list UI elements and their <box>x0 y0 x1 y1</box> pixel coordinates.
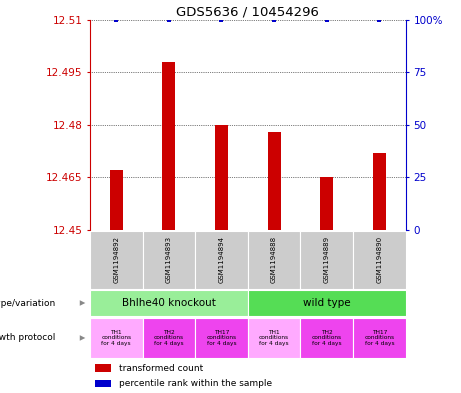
Bar <box>110 170 123 230</box>
Bar <box>248 318 301 358</box>
Text: GSM1194892: GSM1194892 <box>113 236 119 283</box>
Text: TH2
conditions
for 4 days: TH2 conditions for 4 days <box>312 330 342 346</box>
Text: Bhlhe40 knockout: Bhlhe40 knockout <box>122 298 216 308</box>
Text: GSM1194888: GSM1194888 <box>271 236 277 283</box>
Text: TH17
conditions
for 4 days: TH17 conditions for 4 days <box>364 330 395 346</box>
Text: GSM1194889: GSM1194889 <box>324 236 330 283</box>
Bar <box>162 62 176 230</box>
Bar <box>301 318 353 358</box>
Point <box>323 17 331 23</box>
Text: GSM1194890: GSM1194890 <box>376 236 382 283</box>
Bar <box>353 318 406 358</box>
Bar <box>248 231 301 289</box>
Bar <box>95 380 112 387</box>
Bar <box>95 364 112 372</box>
Text: TH17
conditions
for 4 days: TH17 conditions for 4 days <box>207 330 236 346</box>
Text: transformed count: transformed count <box>119 364 204 373</box>
Text: genotype/variation: genotype/variation <box>0 299 56 307</box>
Bar <box>90 290 248 316</box>
Point <box>112 17 120 23</box>
Text: TH1
conditions
for 4 days: TH1 conditions for 4 days <box>101 330 131 346</box>
Text: percentile rank within the sample: percentile rank within the sample <box>119 379 272 388</box>
Bar <box>373 153 386 230</box>
Text: wild type: wild type <box>303 298 350 308</box>
Bar <box>142 231 195 289</box>
Bar <box>301 231 353 289</box>
Point <box>271 17 278 23</box>
Text: TH2
conditions
for 4 days: TH2 conditions for 4 days <box>154 330 184 346</box>
Bar <box>267 132 281 230</box>
Bar <box>142 318 195 358</box>
Bar <box>320 177 333 230</box>
Title: GDS5636 / 10454296: GDS5636 / 10454296 <box>177 6 319 18</box>
Point <box>376 17 383 23</box>
Text: GSM1194894: GSM1194894 <box>219 236 225 283</box>
Bar <box>353 231 406 289</box>
Text: GSM1194893: GSM1194893 <box>166 236 172 283</box>
Point <box>218 17 225 23</box>
Point <box>165 17 172 23</box>
Bar <box>195 231 248 289</box>
Bar <box>195 318 248 358</box>
Text: TH1
conditions
for 4 days: TH1 conditions for 4 days <box>259 330 289 346</box>
Bar <box>90 231 142 289</box>
Bar <box>90 318 142 358</box>
Bar <box>248 290 406 316</box>
Text: growth protocol: growth protocol <box>0 334 56 342</box>
Bar <box>215 125 228 230</box>
